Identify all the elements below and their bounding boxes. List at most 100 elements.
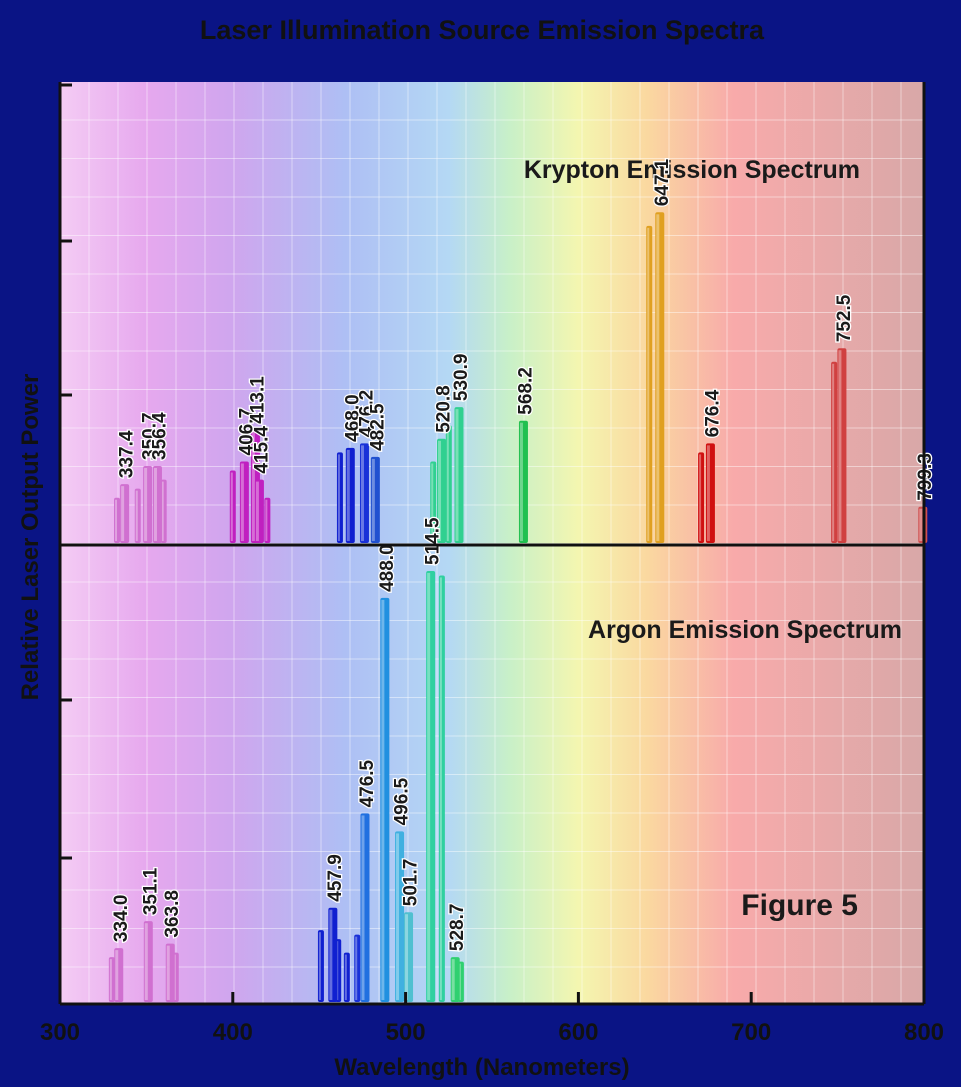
emission-line-minor-highlight: [173, 954, 176, 1000]
emission-line-minor-highlight: [265, 499, 268, 541]
emission-line: [359, 443, 369, 543]
emission-line-label: 496.5: [392, 777, 413, 825]
emission-line-minor-highlight: [458, 963, 461, 1000]
emission-line-minor: [831, 361, 838, 543]
emission-line-minor: [336, 452, 343, 543]
emission-line-minor-highlight: [431, 463, 434, 541]
emission-line-minor: [445, 425, 452, 543]
plot-background: [60, 82, 924, 1004]
emission-line-highlight: [656, 214, 660, 541]
emission-line-minor-highlight: [230, 472, 233, 541]
emission-line-label: 476.5: [357, 759, 378, 807]
emission-line: [165, 943, 175, 1002]
emission-line: [837, 348, 847, 543]
emission-line: [328, 907, 338, 1002]
emission-line-minor: [698, 452, 705, 543]
emission-line-highlight: [166, 945, 170, 1000]
x-tick-label: 600: [558, 1019, 598, 1046]
emission-line-highlight: [381, 599, 385, 1000]
emission-line: [254, 479, 264, 543]
emission-line-minor-highlight: [439, 577, 442, 1000]
emission-line: [518, 420, 528, 543]
emission-line-label: 351.1: [140, 867, 161, 915]
emission-line-label: 514.5: [423, 517, 444, 565]
emission-line-highlight: [121, 486, 125, 541]
emission-line-minor-highlight: [647, 227, 650, 541]
emission-line-highlight: [371, 458, 375, 541]
emission-line: [705, 443, 715, 543]
emission-line-highlight: [153, 467, 157, 541]
emission-line-highlight: [255, 481, 259, 541]
emission-line: [114, 948, 124, 1002]
emission-line-minor-highlight: [832, 363, 835, 541]
emission-line: [345, 447, 355, 543]
figure-annotation: Figure 5: [741, 889, 858, 922]
emission-line-highlight: [427, 572, 431, 1000]
emission-line: [437, 438, 447, 543]
emission-line-minor: [343, 952, 350, 1002]
x-tick-label: 400: [213, 1019, 253, 1046]
emission-line-highlight: [919, 508, 923, 541]
emission-line-minor: [317, 930, 324, 1002]
emission-line-label: 457.9: [325, 854, 346, 902]
emission-line-label: 530.9: [451, 354, 472, 402]
emission-line-highlight: [519, 422, 523, 541]
emission-line-highlight: [396, 833, 400, 1000]
emission-line-minor-highlight: [161, 481, 164, 541]
emission-line-highlight: [361, 815, 365, 1000]
emission-line-highlight: [405, 914, 409, 1000]
emission-line: [152, 465, 162, 543]
emission-line-minor: [134, 488, 141, 543]
emission-line-highlight: [144, 923, 148, 1000]
x-tick-label: 500: [386, 1019, 426, 1046]
x-tick-labels: 300 400 500 600 700 800: [40, 992, 944, 1046]
emission-line: [143, 921, 153, 1002]
x-tick-label: 800: [904, 1019, 944, 1046]
emission-line: [239, 461, 249, 543]
y-axis-label: Relative Laser Output Power: [17, 374, 44, 701]
emission-line-minor: [646, 225, 653, 543]
emission-line-highlight: [144, 467, 148, 541]
x-tick-label: 700: [731, 1019, 771, 1046]
emission-line-label: 406.7: [236, 408, 257, 456]
krypton-panel-title: Krypton Emission Spectrum: [524, 156, 860, 184]
emission-line-highlight: [438, 440, 442, 541]
emission-line-highlight: [240, 463, 244, 541]
emission-line-minor-highlight: [699, 454, 702, 541]
emission-line: [380, 597, 390, 1002]
emission-line: [395, 831, 405, 1002]
emission-line-label: 520.8: [434, 385, 455, 433]
emission-line: [404, 912, 414, 1002]
emission-line: [120, 484, 130, 543]
emission-line-label: 501.7: [401, 859, 422, 907]
emission-line-label: 413.1: [247, 376, 268, 424]
emission-line: [655, 212, 665, 543]
axes: [58, 82, 926, 1006]
emission-line-minor-highlight: [446, 427, 449, 541]
emission-line: [426, 570, 436, 1002]
emission-line: [370, 456, 380, 543]
emission-line-minor: [264, 497, 271, 543]
emission-line-highlight: [838, 350, 842, 541]
emission-line-minor: [114, 497, 121, 543]
emission-line-minor-highlight: [109, 959, 112, 1000]
emission-line-highlight: [706, 445, 710, 541]
emission-line-minor-highlight: [344, 954, 347, 1000]
emission-line-highlight: [455, 409, 459, 541]
emission-line-label: 337.4: [117, 430, 138, 478]
emission-line: [450, 957, 460, 1002]
emission-line-label: 528.7: [447, 904, 468, 952]
emission-line-label: 363.8: [162, 890, 183, 938]
emission-line-highlight: [451, 959, 455, 1000]
emission-line-minor: [108, 957, 115, 1002]
emission-line: [143, 465, 153, 543]
emission-line-minor-highlight: [318, 932, 321, 1000]
emission-line-label: 356.4: [149, 412, 170, 460]
emission-line-label: 676.4: [702, 389, 723, 437]
x-tick-label: 300: [40, 1019, 80, 1046]
emission-line-label: 468.0: [342, 394, 363, 442]
emission-line-label: 482.5: [367, 403, 388, 451]
emission-line-label: 647.1: [652, 158, 673, 206]
chart-title: Laser Illumination Source Emission Spect…: [200, 15, 765, 45]
